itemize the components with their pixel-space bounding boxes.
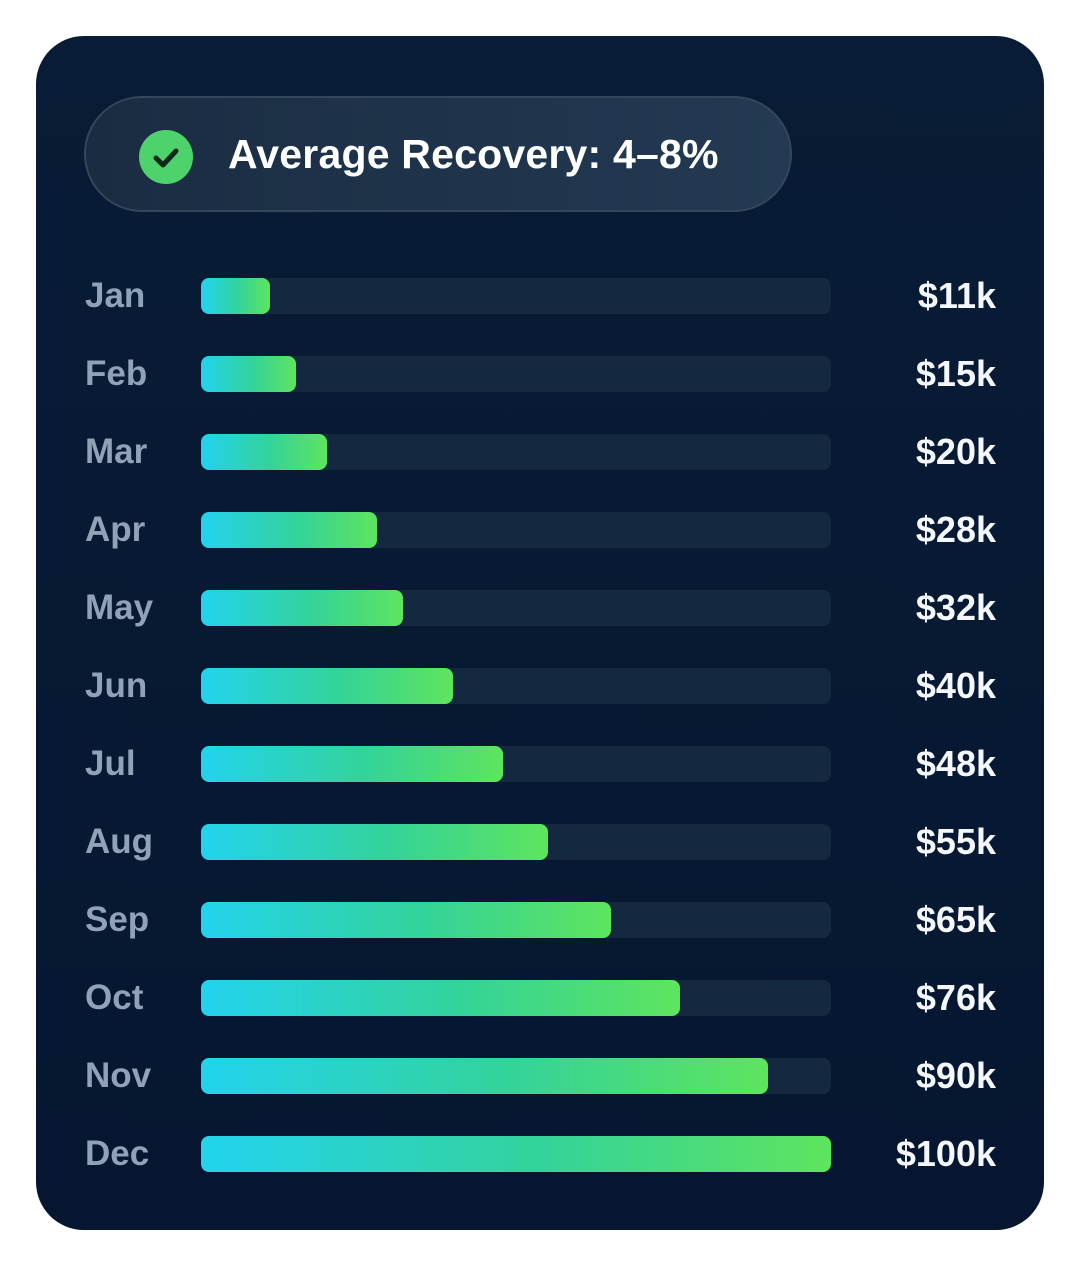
value-label: $76k <box>915 977 996 1018</box>
bar-row-jul: Jul $48k <box>36 744 1044 784</box>
bar-chart: Jan $11k Feb $15k Mar $20k Apr $28k May $32k Jun $4… <box>36 36 1044 1230</box>
month-label: Sep <box>85 900 150 939</box>
bar-row-aug: Aug $55k <box>36 822 1044 862</box>
bar-row-sep: Sep $65k <box>36 900 1044 940</box>
month-label: Apr <box>85 510 146 549</box>
bar-track <box>201 1136 831 1172</box>
month-label: Feb <box>85 354 148 393</box>
average-recovery-badge: Average Recovery: 4–8% <box>84 96 792 212</box>
check-circle-icon <box>139 130 193 184</box>
bar-fill <box>201 902 611 938</box>
value-label: $11k <box>917 275 996 316</box>
value-label: $15k <box>915 353 996 394</box>
bar-fill <box>201 824 548 860</box>
month-label: Aug <box>85 822 154 861</box>
bar-fill <box>201 1136 831 1172</box>
bar-fill <box>201 434 327 470</box>
bar-fill <box>201 668 453 704</box>
month-label: Dec <box>85 1134 150 1173</box>
month-label: Jun <box>85 666 148 705</box>
bar-row-dec: Dec $100k <box>36 1134 1044 1174</box>
average-recovery-text: Average Recovery: 4–8% <box>228 131 719 177</box>
value-label: $100k <box>895 1133 996 1174</box>
bar-row-oct: Oct $76k <box>36 978 1044 1018</box>
month-label: Mar <box>85 432 148 471</box>
bar-fill <box>201 980 680 1016</box>
bar-track <box>201 1058 831 1094</box>
bar-fill <box>201 746 503 782</box>
bar-track <box>201 746 831 782</box>
bar-fill <box>201 590 403 626</box>
month-label: Jan <box>85 276 146 315</box>
value-label: $65k <box>915 899 996 940</box>
value-label: $55k <box>915 821 996 862</box>
bar-row-mar: Mar $20k <box>36 432 1044 472</box>
value-label: $90k <box>915 1055 996 1096</box>
month-label: May <box>85 588 154 627</box>
value-label: $32k <box>915 587 996 628</box>
bar-track <box>201 980 831 1016</box>
bar-row-nov: Nov $90k <box>36 1056 1044 1096</box>
month-label: Jul <box>85 744 136 783</box>
bar-track <box>201 278 831 314</box>
bar-track <box>201 512 831 548</box>
bar-track <box>201 902 831 938</box>
bar-track <box>201 434 831 470</box>
bar-fill <box>201 278 270 314</box>
month-label: Nov <box>85 1056 152 1095</box>
value-label: $28k <box>915 509 996 550</box>
bar-fill <box>201 512 377 548</box>
value-label: $40k <box>915 665 996 706</box>
bar-row-apr: Apr $28k <box>36 510 1044 550</box>
bar-row-feb: Feb $15k <box>36 354 1044 394</box>
bar-track <box>201 356 831 392</box>
bar-track <box>201 824 831 860</box>
bar-fill <box>201 1058 768 1094</box>
value-label: $48k <box>915 743 996 784</box>
bar-fill <box>201 356 296 392</box>
chart-card: Average Recovery: 4–8% Jan $11k Feb $15k Mar… <box>36 36 1044 1230</box>
bar-row-jan: Jan $11k <box>36 276 1044 316</box>
bar-row-jun: Jun $40k <box>36 666 1044 706</box>
bar-track <box>201 668 831 704</box>
month-label: Oct <box>85 978 144 1017</box>
bar-row-may: May $32k <box>36 588 1044 628</box>
bar-track <box>201 590 831 626</box>
value-label: $20k <box>915 431 996 472</box>
